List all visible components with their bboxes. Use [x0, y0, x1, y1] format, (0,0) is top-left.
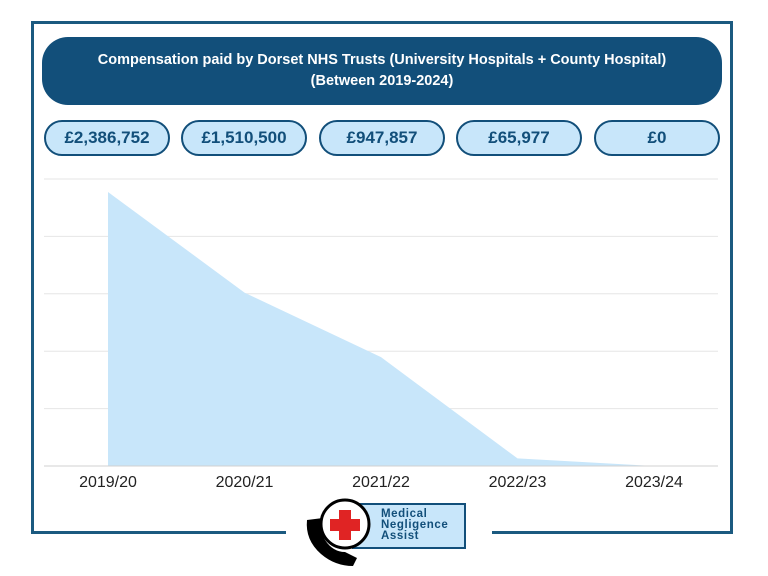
chart-title-line-1: Compensation paid by Dorset NHS Trusts (… — [97, 52, 667, 68]
area-series — [108, 192, 654, 467]
x-tick-label: 2020/21 — [216, 474, 274, 491]
x-axis-ticks: 2019/20 2020/21 2021/22 2022/23 2023/24 — [79, 474, 683, 491]
x-tick-label: 2022/23 — [489, 474, 547, 491]
logo-text-line-1: Medical — [381, 508, 428, 520]
value-pill-2022-23: £65,977 — [456, 120, 582, 156]
value-pill-2023-24: £0 — [594, 120, 720, 156]
x-tick-label: 2023/24 — [625, 474, 683, 491]
value-pill-2020-21: £1,510,500 — [181, 120, 307, 156]
phone-cross-icon — [306, 498, 371, 566]
logo-text-line-3: Assist — [381, 530, 420, 542]
chart-title: Compensation paid by Dorset NHS Trusts (… — [42, 37, 722, 105]
brand-logo: Medical Negligence Assist — [301, 496, 471, 568]
value-pill-2019-20: £2,386,752 — [44, 120, 170, 156]
x-tick-label: 2019/20 — [79, 474, 137, 491]
x-tick-label: 2021/22 — [352, 474, 410, 491]
logo-text-line-2: Negligence — [381, 519, 449, 531]
value-pill-2021-22: £947,857 — [319, 120, 445, 156]
chart-title-line-2: (Between 2019-2024) — [310, 73, 454, 89]
logo-text: Medical Negligence Assist — [381, 508, 449, 542]
